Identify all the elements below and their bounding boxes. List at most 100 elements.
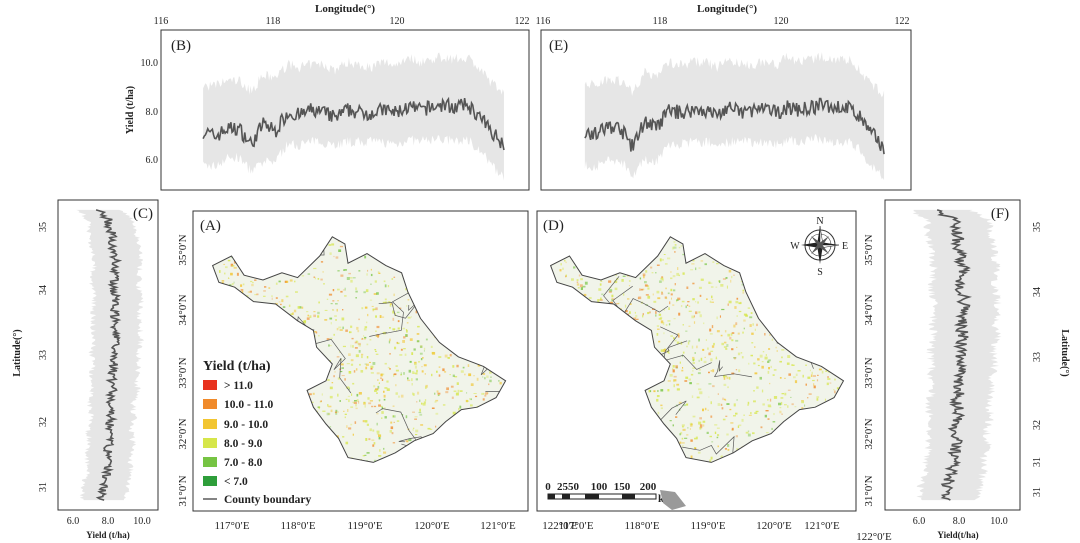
scale-label: 2550 [557, 481, 580, 493]
legend-label: 10.0 - 11.0 [224, 399, 273, 411]
legend-swatch [203, 419, 217, 429]
legend-label: 8.0 - 9.0 [224, 438, 263, 450]
panel-c-xlabel: Yield (t/ha) [86, 530, 129, 540]
uncertainty-band [912, 209, 1002, 501]
legend-swatch [203, 438, 217, 448]
panel-f-xlabel: Yield(t/ha) [937, 530, 978, 540]
panel-e-xtick: 120 [774, 16, 789, 27]
panel-c-ytick: 35 [38, 222, 49, 232]
yield-raster [219, 240, 502, 463]
panel-c-ytick: 34 [38, 285, 49, 295]
panel-b-xtick: 118 [266, 16, 281, 27]
map-a-lon-tick: 117°0′E [214, 520, 249, 532]
panel-b-ylabel: Yield (t/ha) [125, 86, 136, 134]
panel-f-ytick-extra: 31 [1032, 487, 1043, 497]
map-d-lon-tick: 120°0′E [756, 520, 792, 532]
province-outline [211, 236, 507, 463]
scale-label: 100 [591, 481, 608, 493]
map-a-lon-tick: 118°0′E [280, 520, 315, 532]
province-outline [549, 236, 845, 463]
mean-yield-line [936, 209, 973, 501]
scale-label: 0 [545, 481, 551, 493]
map-a-lat-tick: 32°0′N [177, 418, 189, 449]
map-a-lon-tick: 120°0′E [414, 520, 450, 532]
map-d-lat-ticks: 35°0′N 34°0′N 33°0′N 32°0′N 31°0′N [863, 234, 875, 506]
panel-f-xtick: 10.0 [990, 516, 1008, 527]
panel-b-xtick: 122 [515, 16, 530, 27]
panel-c-ytick: 31 [38, 482, 49, 492]
panel-e-label: (E) [549, 38, 568, 54]
map-d-lon-tick: 122°0′E [856, 531, 892, 543]
yield-legend: Yield (t/ha) > 11.0 10.0 - 11.0 9.0 - 10… [203, 359, 311, 506]
panel-c-xtick: 10.0 [133, 516, 151, 527]
panel-e: Longitude(°) 116 118 120 122 (E) [536, 3, 912, 191]
yield-raster [559, 241, 841, 462]
legend-label: > 11.0 [224, 380, 253, 392]
panel-c-ylabel: Latitude(°) [12, 329, 23, 376]
map-d-lat-tick: 32°0′N [863, 418, 875, 449]
province-base [212, 236, 506, 463]
panel-c-xtick: 6.0 [67, 516, 80, 527]
panel-b: Longitude(°) 116 118 120 122 6.0 8.0 10.… [125, 3, 530, 191]
panel-c-label: (C) [133, 206, 153, 222]
map-d-lon-tick: 119°0′E [690, 520, 725, 532]
map-d-lat-tick: 33°0′N [863, 357, 875, 388]
map-d-lat-tick: 34°0′N [863, 294, 875, 325]
panel-c: (C) 35 34 33 32 31 Latitude(°) 6.0 8.0 1… [12, 199, 159, 540]
legend-title: Yield (t/ha) [203, 359, 271, 374]
map-d-lon-ticks: 117°0′E 118°0′E 119°0′E 120°0′E 121°0′E … [558, 520, 892, 543]
panel-f-xtick: 6.0 [913, 516, 926, 527]
panel-b-ytick: 6.0 [146, 155, 159, 166]
compass-w: W [790, 241, 800, 252]
compass-n: N [816, 216, 823, 227]
map-a-lat-tick: 34°0′N [177, 294, 189, 325]
compass-e: E [842, 241, 848, 252]
uncertainty-band [76, 209, 145, 501]
panel-e-xlabel: Longitude(°) [697, 3, 757, 15]
compass-s: S [817, 267, 823, 278]
panel-e-xtick: 122 [895, 16, 910, 27]
panel-f-xtick: 8.0 [953, 516, 966, 527]
map-d: (D) 117°0′E 118°0′E 119°0′E 120°0′E 121°… [536, 210, 892, 543]
map-a-lat-ticks: 35°0′N 34°0′N 33°0′N 32°0′N 31°0′N [177, 234, 189, 506]
panel-f-label: (F) [991, 206, 1009, 222]
legend-label: 9.0 - 10.0 [224, 419, 268, 431]
panel-b-xtick: 120 [390, 16, 405, 27]
map-d-lon-tick: 121°0′E [804, 520, 840, 532]
panel-b-ytick: 8.0 [146, 107, 159, 118]
scale-label: 200 [640, 481, 657, 493]
map-d-lon-tick: 117°0′E [558, 520, 593, 532]
map-a-label: (A) [200, 218, 221, 234]
uncertainty-band [203, 52, 504, 181]
legend-label: County boundary [224, 494, 311, 506]
legend-swatch [203, 399, 217, 409]
panel-f-ytick: 32 [1032, 420, 1043, 430]
map-a-lat-tick: 31°0′N [177, 475, 189, 506]
panel-c-ytick: 32 [38, 417, 49, 427]
map-a-lon-tick: 121°0′E [480, 520, 516, 532]
scale-bar: 0 2550 100 150 200 km [545, 481, 686, 510]
map-d-lat-tick: 31°0′N [863, 475, 875, 506]
legend-label: < 7.0 [224, 476, 248, 488]
panel-c-xtick: 8.0 [102, 516, 115, 527]
panel-b-xlabel: Longitude(°) [315, 3, 375, 15]
map-a-lon-ticks: 117°0′E 118°0′E 119°0′E 120°0′E 121°0′E … [214, 520, 578, 532]
panel-b-label: (B) [171, 38, 191, 54]
map-d-label: (D) [543, 218, 564, 234]
panel-f-ylabel: Latitude(°) [1059, 329, 1070, 376]
legend-swatch [203, 476, 217, 486]
panel-f-ytick: 35 [1032, 222, 1043, 232]
mean-yield-line [584, 97, 885, 155]
panel-b-ytick: 10.0 [141, 58, 159, 69]
panel-e-xtick: 118 [653, 16, 668, 27]
mean-yield-line [95, 209, 123, 501]
map-a-lat-tick: 33°0′N [177, 357, 189, 388]
compass-rose-icon: N S E W [790, 216, 848, 278]
legend-label: 7.0 - 8.0 [224, 457, 263, 469]
uncertainty-band [584, 52, 885, 181]
legend-swatch [203, 380, 217, 390]
map-d-lon-tick: 118°0′E [624, 520, 659, 532]
panel-f-ytick: 33 [1032, 352, 1043, 362]
panel-e-xtick: 116 [536, 16, 551, 27]
scale-label: 150 [614, 481, 631, 493]
